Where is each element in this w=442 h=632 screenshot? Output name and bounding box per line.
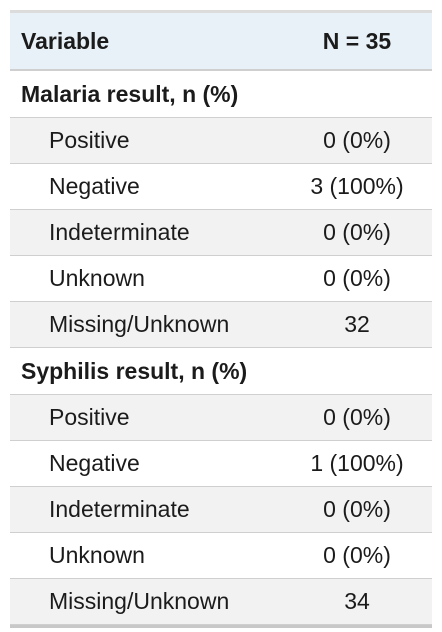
row-label: Indeterminate: [49, 496, 190, 522]
row-label: Negative: [49, 173, 140, 199]
row-value: 0 (0%): [323, 265, 391, 291]
group-row-syphilis: Syphilis result, n (%): [10, 348, 432, 395]
table-row: Negative 3 (100%): [10, 164, 432, 210]
row-value: 0 (0%): [323, 219, 391, 245]
row-value: 3 (100%): [310, 173, 404, 199]
group-title: Malaria result, n (%): [21, 80, 239, 107]
row-label: Unknown: [49, 265, 145, 291]
group-row-malaria: Malaria result, n (%): [10, 71, 432, 118]
row-value: 0 (0%): [323, 404, 391, 430]
row-label: Indeterminate: [49, 219, 190, 245]
table-row: Negative 1 (100%): [10, 441, 432, 487]
header-variable: Variable: [21, 27, 110, 54]
row-label: Missing/Unknown: [49, 588, 230, 614]
table-row: Unknown 0 (0%): [10, 533, 432, 579]
row-value: 0 (0%): [323, 542, 391, 568]
table-row: Indeterminate 0 (0%): [10, 210, 432, 256]
row-value: 32: [344, 311, 370, 337]
row-label: Positive: [49, 127, 130, 153]
summary-table: Variable N = 35 Malaria result, n (%) Po…: [10, 10, 432, 628]
bottom-rule: [10, 625, 432, 628]
header-n: N = 35: [322, 27, 392, 54]
table-row: Indeterminate 0 (0%): [10, 487, 432, 533]
table-row: Positive 0 (0%): [10, 395, 432, 441]
top-rule: [10, 10, 432, 13]
row-label: Unknown: [49, 542, 145, 568]
row-label: Missing/Unknown: [49, 311, 230, 337]
row-value: 1 (100%): [310, 450, 404, 476]
table-row: Unknown 0 (0%): [10, 256, 432, 302]
table-header: Variable N = 35: [10, 13, 432, 71]
row-label: Negative: [49, 450, 140, 476]
row-label: Positive: [49, 404, 130, 430]
row-value: 34: [344, 588, 370, 614]
row-value: 0 (0%): [323, 127, 391, 153]
table-row: Positive 0 (0%): [10, 118, 432, 164]
row-value: 0 (0%): [323, 496, 391, 522]
group-title: Syphilis result, n (%): [21, 357, 248, 384]
table-row: Missing/Unknown 34: [10, 579, 432, 625]
table-row: Missing/Unknown 32: [10, 302, 432, 348]
